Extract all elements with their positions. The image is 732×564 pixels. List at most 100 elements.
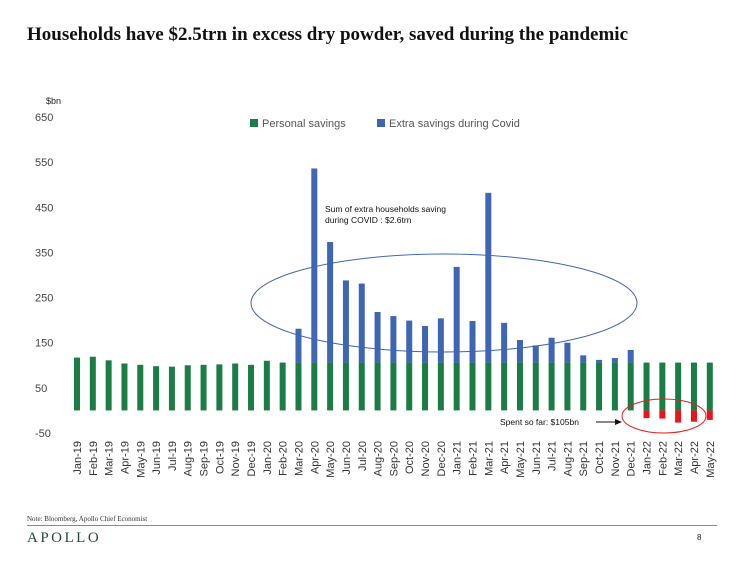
bar-personal-savings — [453, 362, 460, 411]
bar-personal-savings — [437, 362, 444, 411]
x-tick-label: Aug-21 — [562, 441, 574, 476]
x-tick-label: Jun-20 — [341, 441, 353, 475]
y-axis-unit-label: $bn — [46, 96, 61, 106]
bar-extra-savings — [596, 359, 603, 363]
bar-extra-savings — [532, 345, 539, 363]
bar-personal-savings — [200, 364, 207, 411]
bar-personal-savings — [406, 362, 413, 411]
bar-extra-savings — [374, 312, 381, 363]
bar-extra-savings — [501, 322, 508, 363]
bar-extra-savings — [406, 320, 413, 363]
x-tick-label: Nov-20 — [420, 441, 432, 476]
spent-ellipse — [621, 398, 707, 434]
x-tick-label: Jan-19 — [72, 441, 84, 475]
bar-extra-savings — [342, 280, 349, 363]
x-tick-label: Dec-19 — [246, 441, 258, 476]
bar-personal-savings — [485, 362, 492, 411]
x-tick-label: May-19 — [135, 441, 147, 478]
bar-personal-savings — [216, 364, 223, 411]
bar-extra-savings — [548, 337, 555, 363]
bar-extra-savings — [611, 358, 618, 363]
chart-area: $bn -50 50 150 250 350 450 550 650 Jan-19 Feb-19 M… — [35, 96, 717, 478]
bar-extra-savings — [627, 349, 634, 363]
chart-title: Households have $2.5trn in excess dry po… — [27, 24, 629, 45]
bar-extra-savings — [311, 168, 318, 363]
x-tick-label: Jan-20 — [262, 441, 274, 475]
bar-personal-savings — [596, 362, 603, 411]
bar-personal-savings — [232, 363, 239, 411]
covid-sum-annotation: Sum of extra households saving — [325, 204, 446, 214]
x-tick-label: Oct-20 — [404, 441, 416, 474]
bar-personal-savings — [516, 362, 523, 411]
apollo-logo: APOLLO — [27, 530, 102, 546]
bar-personal-savings — [643, 362, 650, 411]
bar-personal-savings — [374, 362, 381, 411]
x-tick-label: Jul-19 — [167, 441, 179, 471]
bar-personal-savings — [121, 363, 128, 411]
bar-personal-savings — [327, 362, 334, 411]
y-tick-label: 150 — [35, 338, 53, 350]
x-tick-label: May-22 — [705, 441, 717, 478]
bar-personal-savings — [153, 366, 160, 411]
x-tick-label: Jun-19 — [151, 441, 163, 475]
x-tick-label: Jun-21 — [531, 441, 543, 475]
bar-personal-savings — [263, 360, 270, 411]
bar-personal-savings — [422, 362, 429, 411]
bar-extra-savings — [437, 318, 444, 363]
x-tick-label: Apr-19 — [119, 441, 131, 474]
x-tick-label: Nov-21 — [610, 441, 622, 476]
legend-swatch-extra — [377, 119, 385, 127]
x-tick-label: Feb-20 — [278, 441, 290, 476]
x-tick-label: Sep-20 — [388, 441, 400, 476]
bar-personal-savings — [74, 357, 80, 411]
bar-extra-savings — [469, 321, 476, 363]
bar-spent — [690, 410, 697, 422]
bar-personal-savings — [279, 362, 286, 411]
y-tick-label: 50 — [35, 383, 47, 395]
bar-spent — [675, 410, 682, 423]
x-tick-label: Sep-19 — [199, 441, 211, 476]
bar-personal-savings — [390, 362, 397, 411]
x-tick-label: Mar-22 — [673, 441, 685, 476]
y-tick-label: 350 — [35, 247, 53, 259]
bar-personal-savings — [690, 362, 697, 411]
source-note: Note: Bloomberg, Apollo Chief Economist — [27, 515, 148, 523]
bar-extra-savings — [422, 326, 429, 363]
x-tick-label: Feb-22 — [657, 441, 669, 476]
bar-personal-savings — [611, 362, 618, 411]
bar-personal-savings — [675, 362, 682, 411]
bar-extra-savings — [327, 242, 334, 363]
bar-personal-savings — [501, 362, 508, 411]
bar-spent — [659, 410, 666, 419]
bar-personal-savings — [184, 365, 191, 411]
bar-extra-savings — [580, 355, 587, 363]
bar-personal-savings — [564, 362, 571, 411]
spent-annotation: Spent so far: $105bn — [500, 417, 579, 427]
legend: Personal savings Extra savings during Cov… — [250, 118, 520, 130]
x-tick-label: Dec-21 — [626, 441, 638, 476]
bar-personal-savings — [358, 362, 365, 411]
x-tick-label: Feb-21 — [468, 441, 480, 476]
covid-sum-annotation: during COVID : $2.6trn — [325, 215, 412, 225]
x-tick-label: Aug-19 — [183, 441, 195, 476]
spent-arrow-head — [615, 419, 622, 425]
bars-group — [74, 168, 713, 423]
bar-spent — [643, 410, 650, 419]
legend-label-extra: Extra savings during Covid — [389, 118, 520, 130]
x-tick-label: Jan-21 — [452, 441, 464, 475]
bar-extra-savings — [485, 192, 492, 363]
bar-personal-savings — [168, 366, 175, 411]
x-tick-label: Mar-19 — [104, 441, 116, 476]
bar-personal-savings — [659, 362, 666, 411]
bar-personal-savings — [580, 362, 587, 411]
bar-personal-savings — [627, 362, 634, 411]
page-number: 8 — [697, 533, 702, 542]
bar-extra-savings — [564, 342, 571, 363]
bar-personal-savings — [548, 362, 555, 411]
x-tick-label: Sep-21 — [578, 441, 590, 476]
bar-extra-savings — [358, 283, 365, 363]
x-tick-label: Jul-20 — [357, 441, 369, 471]
x-tick-label: Mar-21 — [483, 441, 495, 476]
bar-spent — [706, 410, 713, 420]
bar-personal-savings — [342, 362, 349, 411]
